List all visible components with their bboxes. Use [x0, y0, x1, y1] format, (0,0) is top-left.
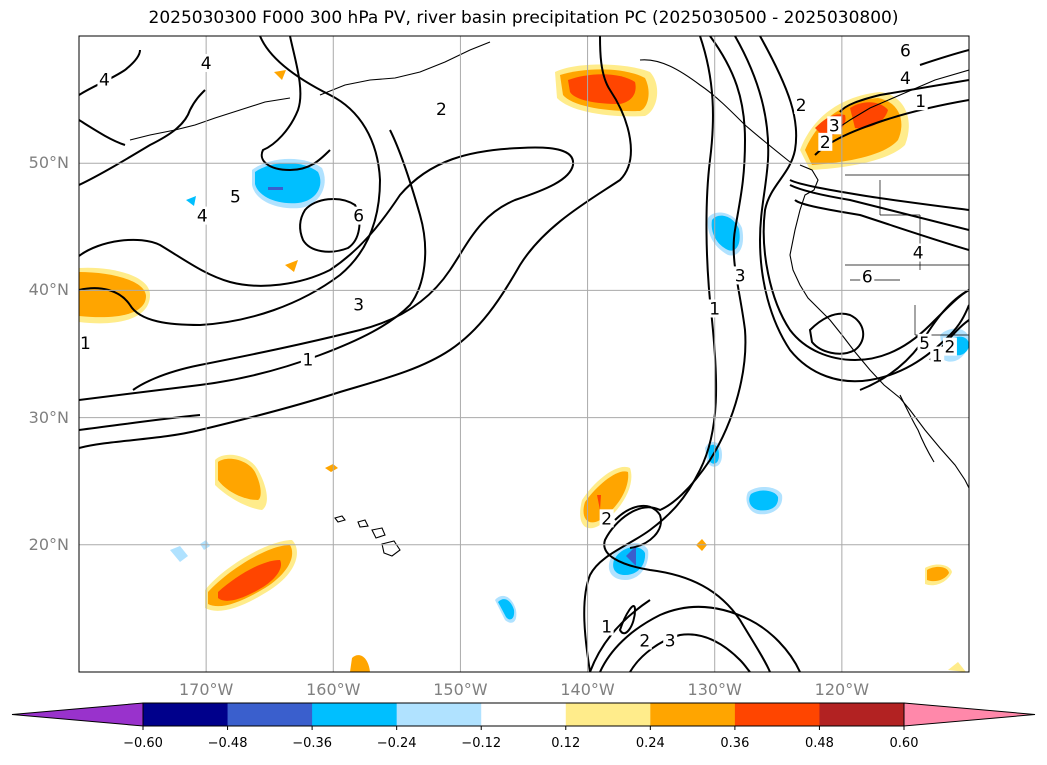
- colorbar-segment: [650, 703, 736, 726]
- contour-label: 6: [900, 41, 911, 61]
- lon-tick-label: 140°W: [560, 680, 615, 699]
- contour-label-bg: [599, 617, 614, 636]
- colorbar-tick-label: −0.24: [376, 736, 417, 751]
- contour-label-bg: [97, 70, 112, 89]
- contour-label-bg: [911, 243, 926, 262]
- contour-label-bg: [228, 187, 243, 206]
- colorbar-segment: [396, 703, 482, 726]
- contour-label: 6: [353, 207, 364, 227]
- map-frame: [78, 35, 970, 673]
- contour-label-bg: [917, 333, 932, 352]
- colorbar-segment: [143, 703, 229, 726]
- contour-label: 3: [829, 116, 840, 136]
- contour-label: 1: [601, 617, 612, 637]
- contour-label: 1: [932, 347, 943, 367]
- contour-label-bg: [827, 116, 842, 135]
- lon-tick-label: 150°W: [433, 680, 488, 699]
- colorbar-tick-label: −0.12: [461, 736, 502, 751]
- colorbar-segment: [819, 703, 905, 726]
- map-title: 2025030300 F000 300 hPa PV, river basin …: [148, 8, 899, 28]
- contour-label: 4: [197, 207, 208, 227]
- coastlines: [129, 41, 969, 557]
- contour-label-bg: [818, 132, 833, 151]
- contour-label-bg: [599, 509, 614, 528]
- contour-label: 2: [945, 338, 956, 358]
- contour-label-bg: [199, 53, 214, 72]
- lat-tick-label: 30°N: [28, 407, 69, 427]
- contour-label: 1: [80, 334, 91, 354]
- contour-label-bg: [794, 95, 809, 114]
- colorbar-tick-label: −0.48: [207, 736, 248, 751]
- contour-label-bg: [913, 92, 928, 111]
- contour-label-bg: [78, 333, 93, 352]
- contour-label: 4: [201, 54, 212, 74]
- contour-label-bg: [930, 346, 945, 365]
- contour-label-bg: [351, 206, 366, 225]
- contour-label: 4: [99, 71, 110, 91]
- contour-label: 4: [900, 69, 911, 89]
- lat-tick-label: 50°N: [28, 153, 69, 173]
- colorbar-segment: [734, 703, 820, 726]
- colorbar-tick-label: 0.12: [551, 736, 581, 751]
- colorbar-tick-label: −0.36: [292, 736, 333, 751]
- contour-label: 6: [862, 268, 873, 288]
- contour-label: 3: [353, 296, 364, 316]
- contour-label-bg: [351, 295, 366, 314]
- contour-label: 2: [436, 100, 447, 120]
- contour-label-bg: [898, 41, 913, 60]
- contour-label-bg: [898, 69, 913, 88]
- lon-tick-label: 160°W: [306, 680, 361, 699]
- contour-label-bg: [707, 299, 722, 318]
- gridlines: [79, 36, 969, 672]
- lat-tick-label: 20°N: [28, 534, 69, 554]
- contour-label: 5: [230, 188, 241, 208]
- contour-label-bg: [195, 206, 210, 225]
- colorbar-tick-label: 0.48: [804, 736, 834, 751]
- contour-label: 2: [796, 96, 807, 116]
- contour-label: 5: [919, 334, 930, 354]
- colorbar-tick-label: 0.60: [889, 736, 919, 751]
- colorbar-frame: [142, 702, 905, 727]
- colorbar-extend-high: [903, 702, 1036, 727]
- colorbar-extend-low: [11, 702, 144, 727]
- colorbar-segment: [565, 703, 651, 726]
- colorbar-segment: [227, 703, 313, 726]
- colorbar-tick-label: 0.24: [635, 736, 665, 751]
- contour-label-bg: [637, 631, 652, 650]
- colorbar: [11, 702, 1036, 730]
- contour-label: 4: [913, 244, 924, 264]
- contour-label-bg: [733, 266, 748, 285]
- contour-label: 3: [735, 266, 746, 286]
- contour-label-bg: [860, 267, 875, 286]
- contour-label-bg: [300, 350, 315, 369]
- lon-tick-label: 130°W: [687, 680, 742, 699]
- lon-tick-label: 120°W: [814, 680, 870, 699]
- contour-label-bg: [942, 337, 957, 356]
- colorbar-tick-label: 0.36: [720, 736, 750, 751]
- lon-tick-label: 170°W: [178, 680, 234, 699]
- contour-label: 2: [639, 631, 650, 651]
- contour-label: 1: [915, 92, 926, 112]
- colorbar-tick-label: −0.60: [123, 736, 163, 751]
- contour-label: 3: [665, 631, 676, 651]
- contour-label: 1: [302, 350, 313, 370]
- colorbar-segment: [481, 703, 567, 726]
- colorbar-segment: [312, 703, 398, 726]
- lat-tick-label: 40°N: [28, 280, 69, 300]
- contour-label: 2: [820, 133, 831, 153]
- contour-label-bg: [434, 99, 449, 118]
- contour-label-bg: [663, 631, 678, 650]
- contour-label: 2: [601, 509, 612, 529]
- contour-label: 1: [709, 299, 720, 319]
